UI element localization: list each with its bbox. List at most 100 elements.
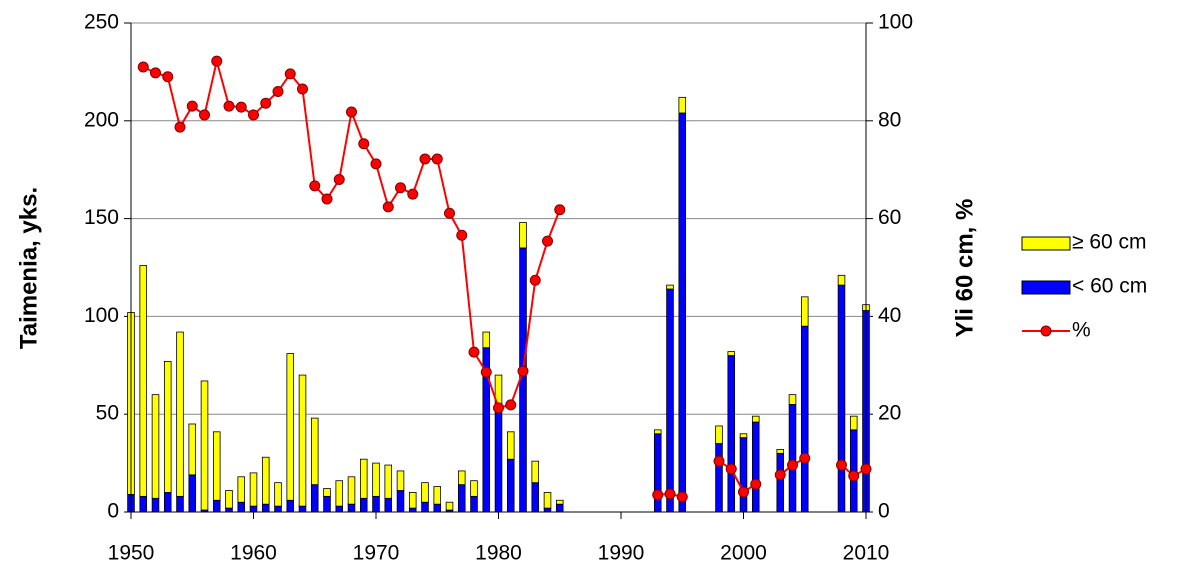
bar (555, 499, 564, 505)
line-point (162, 71, 174, 83)
bar (421, 482, 429, 503)
bar (715, 443, 723, 513)
line-point (505, 399, 517, 411)
bar (421, 501, 429, 513)
bar (531, 482, 540, 513)
line-point (407, 188, 419, 200)
line-point (444, 207, 455, 219)
bar (200, 380, 209, 511)
bar (286, 499, 295, 513)
bar (800, 296, 809, 327)
bar (298, 505, 307, 513)
line-point (554, 204, 566, 216)
line-point (664, 488, 676, 500)
line-point (774, 469, 786, 481)
legend-swatch (1021, 236, 1071, 251)
bar (543, 507, 552, 513)
bar (494, 404, 503, 513)
bar (470, 495, 478, 513)
bar (678, 96, 687, 114)
bar (274, 482, 282, 507)
bar (543, 492, 552, 509)
bar (372, 462, 380, 497)
line-point (333, 173, 345, 185)
bar (653, 429, 662, 435)
bar (384, 497, 393, 513)
bar (396, 490, 405, 513)
line-point (725, 463, 737, 475)
line-point (848, 470, 860, 482)
y2-tick-label: 20 (878, 402, 901, 425)
bar (678, 112, 687, 513)
line-point (431, 153, 443, 165)
line-point (836, 459, 847, 471)
legend-label: % (1072, 319, 1091, 342)
bar (751, 421, 760, 513)
bar (408, 507, 417, 513)
bar (433, 503, 442, 513)
line-point (211, 55, 223, 67)
bar (151, 497, 160, 513)
line-point (346, 106, 357, 118)
bar (323, 488, 331, 497)
line-point (199, 109, 210, 121)
line-point (480, 366, 492, 378)
bar (800, 325, 809, 513)
bar (359, 458, 368, 499)
bar (310, 484, 319, 513)
line-point (468, 346, 480, 358)
line-point (321, 193, 333, 205)
bar (457, 484, 466, 513)
line-point (260, 97, 272, 109)
line-point (493, 402, 504, 414)
bar (151, 394, 160, 499)
bar (335, 480, 344, 507)
bar (212, 499, 221, 513)
bar (323, 495, 331, 513)
line-point (787, 459, 798, 471)
bar (347, 503, 356, 513)
y2-tick-label: 40 (878, 304, 901, 327)
bar (666, 288, 674, 513)
bar (739, 433, 748, 439)
line-point (419, 153, 431, 165)
bar (666, 284, 674, 290)
legend-swatch (1040, 325, 1052, 337)
bar (470, 480, 478, 497)
bar (139, 265, 148, 497)
bar (298, 374, 307, 507)
line-point (799, 452, 811, 464)
bar (445, 501, 454, 511)
bar (310, 417, 319, 486)
x-tick-label: 1990 (598, 542, 645, 565)
bar (163, 360, 172, 493)
line-point (517, 365, 529, 377)
bar (225, 507, 233, 513)
bar (237, 476, 246, 503)
y-tick-label: 100 (84, 304, 119, 327)
bar (555, 503, 564, 513)
bar (163, 492, 172, 513)
line-point (284, 68, 296, 80)
bar (408, 492, 417, 509)
line-point (395, 182, 406, 194)
x-tick-label: 1960 (230, 542, 277, 565)
bar (274, 505, 282, 513)
bar (433, 486, 442, 505)
bar (176, 495, 184, 513)
line-point (652, 489, 664, 501)
legend-swatch (1021, 280, 1071, 295)
line-point (272, 85, 284, 97)
line-point (297, 83, 308, 95)
y2-tick-label: 0 (878, 500, 890, 523)
bar (396, 470, 405, 491)
bar (261, 503, 270, 513)
line-point (529, 274, 541, 286)
bar (335, 505, 344, 513)
y-tick-label: 50 (96, 402, 119, 425)
line-point (860, 463, 872, 475)
line-point (186, 100, 198, 112)
x-tick-label: 1950 (108, 542, 155, 565)
bar (788, 394, 797, 405)
bar (715, 425, 723, 444)
